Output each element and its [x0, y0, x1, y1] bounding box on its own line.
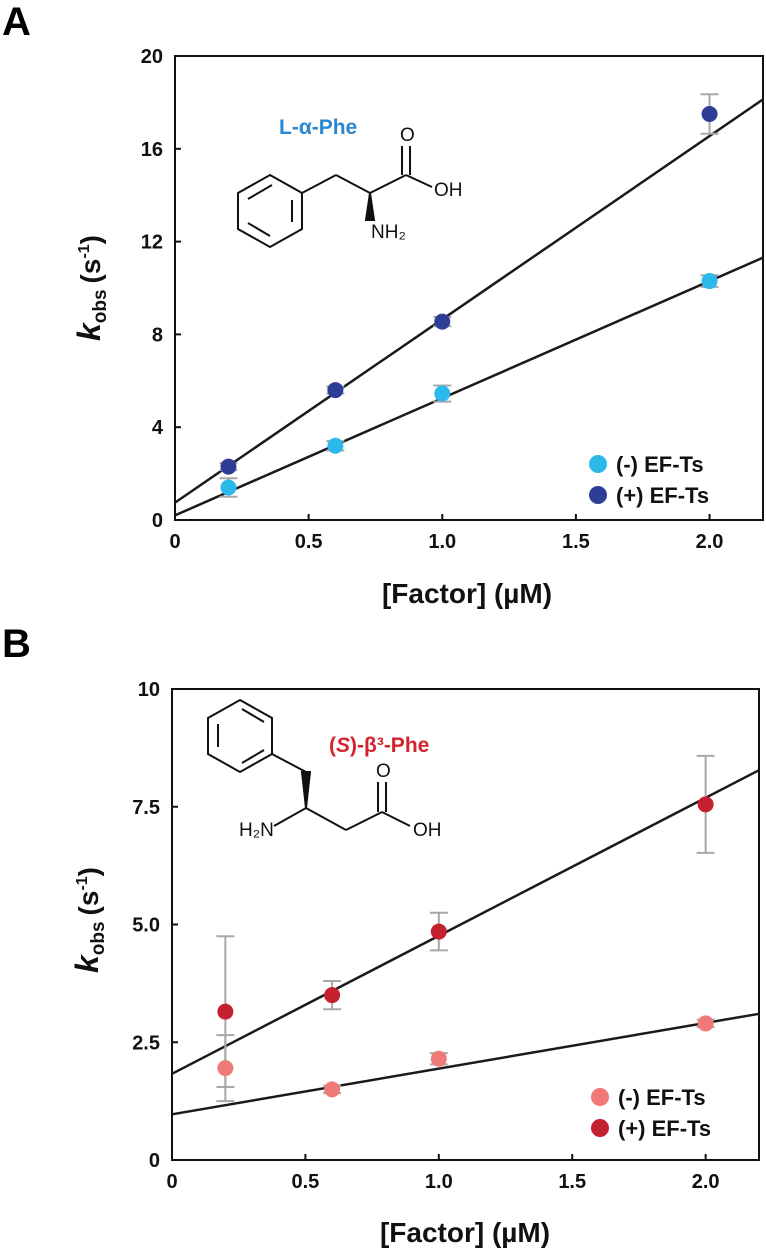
fit-line — [171, 769, 760, 1075]
panel-label-b: B — [2, 622, 31, 666]
x-tick-label: 0 — [166, 1171, 177, 1193]
bond-c-oh-a — [405, 174, 433, 188]
atom-o-a: O — [400, 125, 415, 146]
data-point — [697, 796, 714, 813]
bond-ring-ch2-b — [271, 753, 307, 773]
panel-a-fit-lines — [174, 98, 764, 517]
panel-b-legend: (-) EF-Ts (+) EF-Ts — [591, 1085, 711, 1141]
atom-oh-a: OH — [434, 180, 463, 201]
data-point — [220, 458, 237, 475]
data-point — [697, 1015, 714, 1032]
x-tick-label: 0.5 — [292, 1171, 320, 1193]
ring-double-bond-b3 — [241, 749, 265, 764]
data-point — [324, 987, 341, 1004]
panel-b-legend-marker-minus — [591, 1088, 609, 1106]
bond-c-oh-b — [381, 811, 411, 827]
ring-double-bond-a3 — [247, 222, 271, 237]
data-point — [434, 385, 451, 402]
panel-b-legend-label-minus: (-) EF-Ts — [618, 1085, 706, 1110]
bond-cb-ch2-b — [305, 807, 347, 831]
bond-ring-ch2-a — [301, 174, 337, 194]
panel-a-legend-marker-plus — [589, 486, 607, 504]
x-tick-label: 1.5 — [558, 1171, 586, 1193]
panel-label-a: A — [2, 0, 31, 44]
x-tick-label: 0.5 — [295, 531, 323, 553]
atom-nh2-a: NH₂ — [371, 222, 406, 243]
panel-a-points — [220, 106, 718, 496]
data-point — [327, 437, 344, 454]
panel-b-legend-marker-plus — [591, 1119, 609, 1137]
data-point — [217, 1003, 234, 1020]
data-point — [324, 1081, 341, 1098]
panel-a-x-axis-label: [Factor] (µM) — [382, 578, 552, 609]
panel-a-legend: (-) EF-Ts (+) EF-Ts — [589, 452, 709, 508]
panel-b-legend-label-plus: (+) EF-Ts — [618, 1116, 711, 1141]
y-tick-label: 20 — [141, 46, 163, 68]
panel-a: A 0 0.5 1.0 1.5 2.0 0 4 8 12 16 20 kobs(s-1) [Fact… — [2, 0, 764, 609]
y-tick-label: 2.5 — [132, 1032, 160, 1054]
x-tick-label: 2.0 — [696, 531, 724, 553]
y-tick-label: 4 — [152, 417, 164, 439]
panel-b-phe-structure — [207, 698, 411, 831]
panel-a-legend-label-minus: (-) EF-Ts — [616, 452, 704, 477]
panel-b-compound-label: (S)-β³-Phe — [329, 734, 429, 757]
y-tick-label: 10 — [138, 679, 160, 701]
panel-a-legend-label-plus: (+) EF-Ts — [616, 483, 709, 508]
fit-line — [171, 1012, 760, 1116]
bond-cb-n-b — [273, 807, 307, 827]
y-tick-label: 7.5 — [132, 797, 160, 819]
y-tick-label: 0 — [149, 1150, 160, 1172]
wedge-bond-a — [364, 192, 376, 221]
y-tick-label: 0 — [152, 510, 163, 532]
data-point — [430, 1050, 447, 1067]
x-tick-label: 1.5 — [562, 531, 590, 553]
panel-b-error-bars — [216, 754, 715, 1103]
panel-b-y-axis-label: kobs(s-1) — [69, 867, 109, 973]
data-point — [430, 923, 447, 940]
y-tick-label: 16 — [141, 139, 163, 161]
bond-ca-c-a — [369, 174, 407, 194]
panel-a-legend-marker-minus — [589, 455, 607, 473]
panel-b: B 0 0.5 1.0 1.5 2.0 0 2.5 5.0 7.5 10 kobs(s-1) [F… — [2, 622, 760, 1248]
ring-double-bond-a1 — [247, 184, 273, 200]
ring-double-bond-b2 — [241, 708, 265, 723]
wedge-bond-b — [300, 771, 312, 809]
fit-line — [174, 256, 764, 517]
atom-h2n-b: H₂N — [239, 820, 274, 841]
data-point — [220, 479, 237, 496]
data-point — [701, 106, 718, 122]
panel-a-phe-structure — [237, 146, 433, 249]
bond-ch2-ca-a — [335, 174, 371, 194]
fit-line — [174, 98, 764, 504]
panel-a-error-bars — [219, 93, 719, 498]
benzene-ring-b — [207, 698, 273, 774]
plot-frame — [174, 55, 764, 521]
panel-a-axes: 0 0.5 1.0 1.5 2.0 0 4 8 12 16 20 — [141, 46, 764, 553]
panel-a-y-axis-label: kobs(s-1) — [71, 235, 111, 341]
x-tick-label: 2.0 — [692, 1171, 720, 1193]
x-tick-label: 0 — [169, 531, 180, 553]
y-tick-label: 8 — [152, 324, 163, 346]
x-tick-label: 1.0 — [425, 1171, 453, 1193]
panel-a-compound-label: L-α-Phe — [279, 116, 357, 139]
x-tick-label: 1.0 — [428, 531, 456, 553]
data-point — [434, 313, 451, 330]
panel-b-fit-lines — [171, 769, 760, 1116]
atom-o-b: O — [376, 761, 391, 782]
panel-b-axes: 0 0.5 1.0 1.5 2.0 0 2.5 5.0 7.5 10 — [132, 679, 760, 1193]
data-point — [217, 1060, 234, 1077]
bond-ch2-c-b — [345, 811, 383, 831]
y-tick-label: 12 — [141, 232, 163, 254]
panel-b-x-axis-label: [Factor] (µM) — [380, 1217, 550, 1248]
atom-oh-b: OH — [413, 820, 442, 841]
panel-b-points — [217, 796, 714, 1098]
data-point — [327, 382, 344, 399]
data-point — [701, 273, 718, 290]
y-tick-label: 5.0 — [132, 915, 160, 937]
